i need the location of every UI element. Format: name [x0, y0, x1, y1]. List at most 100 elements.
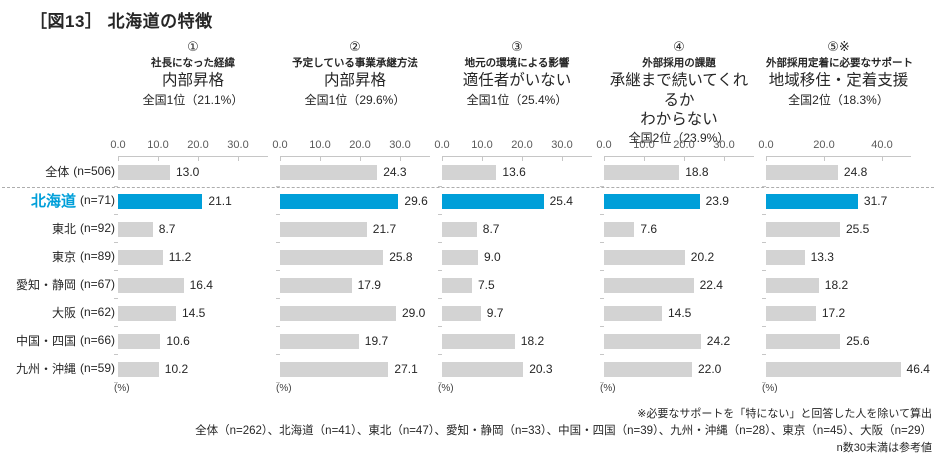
bar-row: 8.7: [118, 215, 268, 243]
bar-value-label: 24.2: [706, 334, 731, 348]
x-tick-label: 40.0: [871, 139, 893, 151]
x-tick-mark: [604, 157, 605, 161]
bar-value-label: 17.9: [357, 278, 381, 292]
x-tick-label: 0.0: [596, 139, 612, 151]
percent-unit-label: (%): [600, 383, 616, 394]
region-row-label: 東北 (n=92): [6, 214, 118, 242]
category-tick-mark: [114, 382, 118, 383]
bar: [280, 305, 396, 321]
x-tick-mark: [482, 157, 483, 161]
bar: [442, 164, 497, 180]
x-tick-mark: [198, 157, 199, 161]
footnotes: ※必要なサポートを「特にない」と回答した人を除いて算出 全体（n=262）、北海…: [0, 406, 940, 456]
region-row-label: 全体 (n=506): [6, 156, 118, 186]
region-row-label: 東京 (n=89): [6, 242, 118, 270]
percent-unit-label: (%): [114, 383, 130, 394]
chart-panel-4: ④ 外部採用の課題 承継まで続いてくれるか わからない 全国2位（23.9%） 0.0 1…: [596, 36, 754, 394]
x-tick-label: 30.0: [551, 139, 573, 151]
bar-value-label: 21.1: [208, 194, 232, 208]
region-row-label: 北海道 (n=71): [6, 186, 118, 214]
bar-value-label: 10.6: [166, 334, 190, 348]
bar: [118, 249, 163, 265]
chart-panel-2: ② 予定している事業承継方法 内部昇格 全国1位（29.6%） 0.0 10.0 20.0 3…: [272, 36, 430, 394]
bar-row: 19.7: [280, 327, 430, 355]
bar: [604, 221, 635, 237]
bar: [766, 277, 819, 293]
chart-number: ⑤※: [827, 39, 850, 54]
bar-value-label: 18.8: [685, 165, 709, 179]
highlight-bar: [604, 193, 700, 209]
category-tick-mark: [762, 354, 766, 355]
category-tick-mark: [114, 298, 118, 299]
x-tick-mark: [824, 157, 825, 161]
region-sample-size: (n=67): [79, 277, 115, 291]
category-tick-mark: [600, 382, 604, 383]
x-tick-label: 30.0: [713, 139, 735, 151]
category-tick-mark: [600, 186, 604, 187]
x-tick-label: 20.0: [813, 139, 835, 151]
footnote-reference-note: n数30未満は参考値: [836, 441, 932, 454]
hokkaido-separator-line: [2, 187, 934, 188]
category-tick-mark: [762, 242, 766, 243]
chart-header: ⑤※ 外部採用定着に必要なサポート 地域移住・定着支援 全国2位（18.3%）: [766, 36, 913, 139]
figure-title: ［図13］ 北海道の特徴: [30, 12, 213, 31]
region-row-label: 中国・四国 (n=66): [6, 326, 118, 354]
x-tick-label: 10.0: [633, 139, 655, 151]
bar: [118, 221, 153, 237]
bar-value-label: 18.2: [824, 278, 849, 292]
bar: [280, 361, 389, 377]
bar-row: 11.2: [118, 243, 268, 271]
bar-value-label: 46.4: [906, 362, 930, 376]
x-tick-mark: [238, 157, 239, 161]
bar-value-label: 7.5: [478, 278, 495, 292]
bar-value-label: 20.3: [529, 362, 553, 376]
percent-unit-label: (%): [762, 383, 778, 394]
bar: [118, 305, 176, 321]
region-sample-size: (n=59): [79, 361, 115, 375]
category-tick-mark: [762, 270, 766, 271]
region-name: 中国・四国: [15, 333, 76, 348]
bar-value-label: 10.2: [164, 362, 189, 376]
category-tick-mark: [276, 214, 280, 215]
x-tick-label: 0.0: [110, 139, 126, 151]
bar-value-label: 20.2: [690, 250, 715, 264]
percent-unit-label: (%): [276, 383, 292, 394]
bar-value-label: 8.7: [158, 222, 176, 236]
category-tick-mark: [438, 326, 442, 327]
category-tick-mark: [114, 326, 118, 327]
bar-plot: 18.8 23.9 7.6 20.2 22.4 14.5 24.2 22.0: [600, 156, 754, 383]
bar-row: 18.8: [604, 157, 754, 187]
bar-row: 20.3: [442, 355, 592, 383]
region-name: 九州・沖縄: [15, 361, 76, 376]
bar-plot: 13.6 25.4 8.7 9.0 7.5 9.7 18.2 20.3: [438, 156, 592, 383]
bar: [766, 249, 805, 265]
bar-row: 9.0: [442, 243, 592, 271]
bar-value-label: 13.0: [176, 165, 200, 179]
chart-number: ②: [349, 39, 361, 54]
category-tick-mark: [438, 214, 442, 215]
category-tick-mark: [600, 298, 604, 299]
chart-headline: 内部昇格: [323, 72, 386, 90]
bar-row: 13.3: [766, 243, 911, 271]
bar-row: 17.2: [766, 299, 911, 327]
bar: [442, 333, 515, 349]
category-tick-mark: [276, 298, 280, 299]
chart-panel-1: ① 社長になった経緯 内部昇格 全国1位（21.1%） 0.0 10.0 20.0 30.0 1…: [110, 36, 268, 394]
x-tick-mark: [882, 157, 883, 161]
region-sample-size: (n=71): [79, 193, 115, 207]
bar-row: 9.7: [442, 299, 592, 327]
region-sample-size: (n=62): [79, 305, 115, 319]
chart-subtitle: 社長になった経緯: [151, 56, 235, 69]
bar-row: 7.6: [604, 215, 754, 243]
bar-row: 10.2: [118, 355, 268, 383]
chart-header: ④ 外部採用の課題 承継まで続いてくれるか わからない 全国2位（23.9%）: [604, 36, 754, 145]
bar-value-label: 24.3: [383, 165, 407, 179]
x-tick-mark: [562, 157, 563, 161]
bar-row: 20.2: [604, 243, 754, 271]
bar-plot: 24.8 31.7 25.5 13.3 18.2 17.2 25.6 46.4: [762, 156, 930, 383]
bar-row: 21.1: [118, 187, 268, 215]
category-tick-mark: [762, 382, 766, 383]
chart-header: ② 予定している事業承継方法 内部昇格 全国1位（29.6%）: [280, 36, 430, 139]
category-tick-mark: [438, 382, 442, 383]
bar-row: 25.5: [766, 215, 911, 243]
